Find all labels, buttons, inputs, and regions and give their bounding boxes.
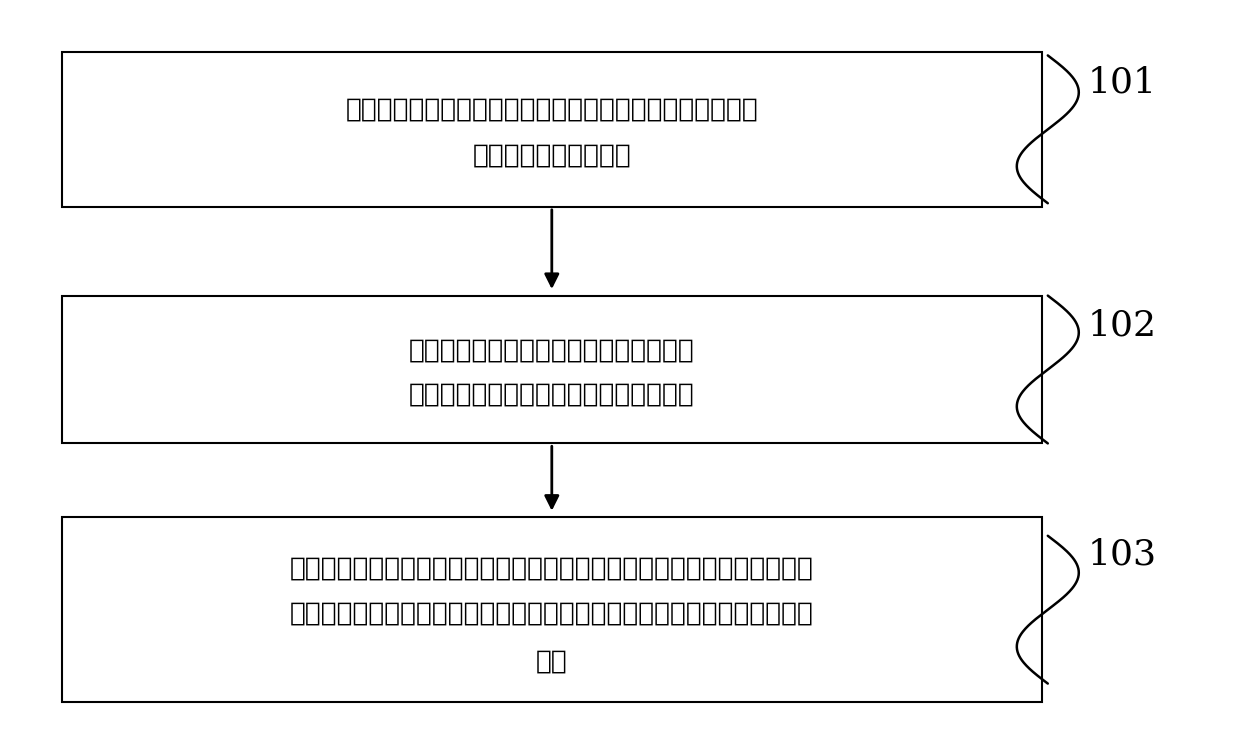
Text: 建立单要素土壤参数的高光谱特征光谱库: 建立单要素土壤参数的高光谱特征光谱库 xyxy=(409,381,694,408)
FancyBboxPatch shape xyxy=(62,517,1042,702)
FancyBboxPatch shape xyxy=(62,52,1042,207)
FancyBboxPatch shape xyxy=(62,296,1042,443)
Text: 对所述土壤理化参数指标进行分析筛选，: 对所述土壤理化参数指标进行分析筛选， xyxy=(409,337,694,364)
Text: 根据高光谱特征光谱库并结合组合内各土壤理化参数与土壤可蚀性的相关程: 根据高光谱特征光谱库并结合组合内各土壤理化参数与土壤可蚀性的相关程 xyxy=(290,556,813,582)
Text: 101: 101 xyxy=(1087,66,1157,100)
Text: 102: 102 xyxy=(1087,308,1157,342)
Text: 模型: 模型 xyxy=(536,648,568,675)
Text: 得到土壤理化参数指标: 得到土壤理化参数指标 xyxy=(472,143,631,168)
Text: 度及其高光谱反演方法，建立基于土壤理化参数的土壤可蚀性的高光谱反演: 度及其高光谱反演方法，建立基于土壤理化参数的土壤可蚀性的高光谱反演 xyxy=(290,600,813,627)
Text: 进行室内光谱试验和室外光谱验证以及人工降雨侵蚀试验，: 进行室内光谱试验和室外光谱验证以及人工降雨侵蚀试验， xyxy=(346,96,758,122)
Text: 103: 103 xyxy=(1087,537,1157,571)
